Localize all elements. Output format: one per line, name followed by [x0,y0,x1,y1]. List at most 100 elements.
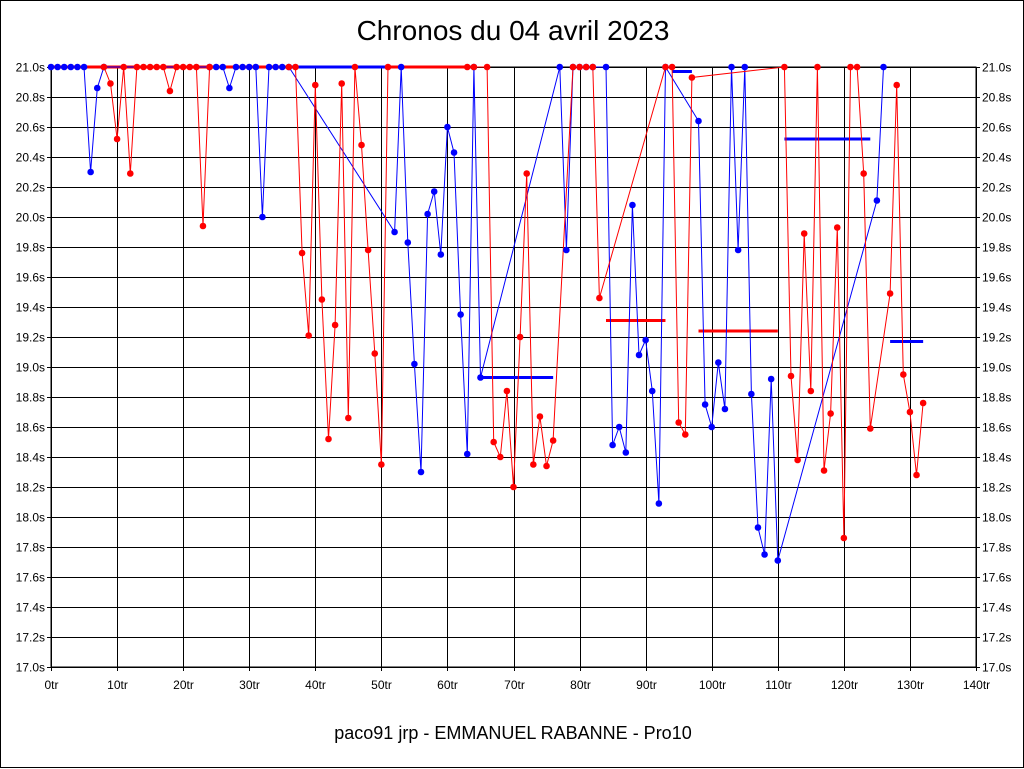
data-point [457,311,464,318]
data-point [404,239,412,246]
data-point [470,63,478,71]
data-point [153,63,161,71]
data-point [569,63,577,71]
data-point [589,63,597,71]
data-point [774,557,782,564]
x-tick-label: 130tr [897,678,924,692]
y-tick-label-left: 20.0s [16,211,45,225]
data-point [721,405,729,413]
data-point [563,246,570,254]
data-point [629,201,636,209]
y-tick-label-left: 18.8s [16,391,45,405]
data-point [635,351,643,359]
data-point [655,500,663,507]
data-point [615,423,623,431]
y-tick-label-right: 19.6s [982,271,1011,285]
data-point [245,63,253,71]
data-point [305,332,312,339]
y-tick-label-left: 17.2s [16,631,45,645]
y-tick-label-left: 17.0s [16,661,45,675]
data-point [582,63,590,71]
data-point [919,399,927,407]
data-point [252,63,260,71]
x-tick-label: 40tr [305,678,326,692]
data-point [80,63,88,71]
data-point [325,435,332,443]
data-point [54,63,61,71]
data-point [827,410,834,417]
y-tick-label-left: 20.4s [16,151,45,165]
data-point [708,423,716,431]
data-point [384,63,392,71]
x-tick-label: 50tr [371,678,392,692]
data-point [391,228,398,236]
data-point [285,63,293,71]
data-point [430,188,438,195]
data-point [278,63,286,71]
y-tick-label-left: 21.0s [16,61,45,75]
y-tick-label-left: 18.0s [16,511,45,525]
data-point [596,294,603,302]
y-tick-label-right: 19.4s [982,301,1011,315]
series-line-2 [103,66,924,539]
y-tick-label-right: 18.6s [982,421,1011,435]
data-point [734,246,742,254]
y-tick-label-left: 17.6s [16,571,45,585]
data-point [886,290,894,297]
data-point [140,63,147,71]
series-points [47,63,927,564]
data-point [602,63,610,71]
data-point [662,63,669,71]
data-point [516,333,524,341]
data-point [265,63,273,71]
data-point [807,387,815,395]
y-tick-label-right: 18.8s [982,391,1011,405]
data-point [695,117,702,125]
data-point [688,74,696,81]
data-point [74,63,81,71]
y-tick-label-right: 18.4s [982,451,1011,465]
data-point [212,63,220,71]
y-tick-label-right: 19.0s [982,361,1011,375]
data-point [800,230,808,237]
data-point [179,63,187,71]
data-point [873,197,881,204]
data-point [100,63,108,71]
data-point [668,63,676,71]
data-point [477,374,484,381]
y-tick-label-right: 17.4s [982,601,1011,615]
x-tick-label: 140tr [963,678,990,692]
x-tick-label: 0tr [44,678,58,692]
data-point [87,168,94,176]
chart-footer: paco91 jrp - EMMANUEL RABANNE - Pro10 [334,723,692,743]
y-tick-label-left: 20.2s [16,181,45,195]
data-point [259,213,266,221]
data-point [173,63,180,71]
y-tick-label-right: 20.8s [982,91,1011,105]
data-point [536,413,544,420]
data-point [483,63,491,71]
data-point [463,63,471,71]
x-tick-label: 90tr [636,678,657,692]
data-point [748,390,755,398]
data-point [781,63,788,71]
data-point [675,419,682,426]
y-tick-label-left: 19.6s [16,271,45,285]
data-point [397,63,405,71]
data-point [893,81,901,89]
data-point [450,149,458,156]
x-tick-label: 110tr [765,678,791,692]
data-point [847,63,854,71]
y-tick-label-right: 17.6s [982,571,1011,585]
data-point [364,246,372,254]
data-point [648,387,656,395]
data-point [292,63,299,71]
y-tick-label-right: 20.4s [982,151,1011,165]
x-tick-label: 10tr [107,678,128,692]
y-tick-label-right: 18.2s [982,481,1011,495]
data-point [146,63,154,71]
data-point [853,63,861,71]
data-point [880,63,887,71]
y-tick-label-left: 17.8s [16,541,45,555]
